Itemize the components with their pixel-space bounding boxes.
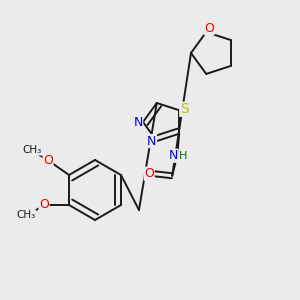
Text: N: N bbox=[147, 134, 157, 148]
Text: N: N bbox=[169, 149, 178, 162]
Text: N: N bbox=[133, 116, 143, 128]
Text: O: O bbox=[39, 199, 49, 212]
Text: O: O bbox=[43, 154, 53, 166]
Text: CH₃: CH₃ bbox=[16, 210, 36, 220]
Text: S: S bbox=[180, 102, 189, 116]
Text: O: O bbox=[204, 22, 214, 34]
Text: CH₃: CH₃ bbox=[22, 145, 42, 155]
Text: O: O bbox=[144, 167, 154, 180]
Text: H: H bbox=[179, 151, 188, 161]
